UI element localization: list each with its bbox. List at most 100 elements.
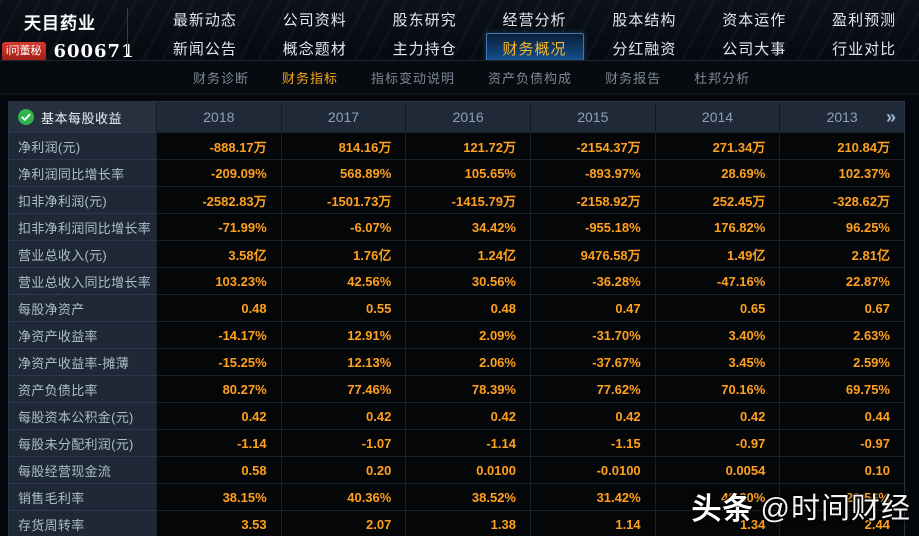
row-value-cell: -2582.83万 <box>156 186 281 213</box>
check-circle-icon <box>18 109 34 125</box>
main-nav-item[interactable]: 股东研究 <box>392 12 457 29</box>
main-nav: 最新动态 公司资料 股东研究 经营分析 股本结构 资本运作 盈利预测 新闻公告 <box>150 0 919 60</box>
row-value-cell: 2.06% <box>405 348 530 375</box>
row-value-cell: 40.36% <box>280 483 406 510</box>
sub-nav-item[interactable]: 财务指标 <box>282 70 339 86</box>
row-value-cell: 77.62% <box>529 375 655 402</box>
row-value-cell: -14.17% <box>156 321 281 348</box>
row-value-cell: 1.76亿 <box>280 240 406 267</box>
stock-code: 600671 <box>53 41 135 60</box>
main-nav-item[interactable]: 概念题材 <box>282 41 347 58</box>
section-title: 基本每股收益 <box>41 110 123 126</box>
table-row: 每股资本公积金(元) 0.42 0.42 0.42 0.42 0.42 <box>9 402 904 429</box>
company-subrow: i问董秘 600671 <box>0 41 150 60</box>
main-nav-item[interactable]: 新闻公告 <box>172 41 237 58</box>
year-column-header: 2015 <box>529 102 655 132</box>
row-value-cell: 1.38 <box>405 510 530 536</box>
row-value-cell: 0.42 <box>280 402 406 429</box>
sub-nav-item[interactable]: 财务诊断 <box>193 70 250 86</box>
table-row: 净利润同比增长率 -209.09% 568.89% 105.65% -893.9… <box>9 159 904 186</box>
row-value-cell: 1.24亿 <box>405 240 530 267</box>
financial-indicators-table: 基本每股收益 2018 2017 2016 2015 2014 2013 » <box>8 101 905 536</box>
main-nav-row-2: 新闻公告 概念题材 主力持仓 财务概况 分红融资 公司大事 行业对比 <box>150 33 919 60</box>
row-value-cell: 34.42% <box>405 213 530 240</box>
row-value-cell: 40.20% <box>654 483 780 510</box>
row-value-cell: -71.99% <box>156 213 281 240</box>
main-nav-item[interactable]: 公司大事 <box>722 41 787 58</box>
row-label: 每股未分配利润(元) <box>9 429 156 456</box>
row-value-cell: 12.91% <box>280 321 406 348</box>
row-value-cell: -209.09% <box>156 159 281 186</box>
row-value-cell: 121.72万 <box>405 132 530 159</box>
year-column-header: 2018 <box>156 102 281 132</box>
row-value-cell: 0.42 <box>405 402 530 429</box>
main-nav-item[interactable]: 行业对比 <box>832 41 897 58</box>
row-value-cell: 814.16万 <box>280 132 406 159</box>
company-block: 天目药业 i问董秘 600671 <box>0 0 150 60</box>
main-nav-item[interactable]: 最新动态 <box>172 12 237 29</box>
sub-nav-item[interactable]: 杜邦分析 <box>694 70 751 86</box>
main-nav-item[interactable]: 盈利预测 <box>832 12 897 29</box>
year-column-header: 2016 <box>405 102 530 132</box>
row-value-cell: 38.52% <box>405 483 530 510</box>
row-value-cell: 0.42 <box>156 402 281 429</box>
row-value-cell: -888.17万 <box>156 132 281 159</box>
table-row: 扣非净利润同比增长率 -71.99% -6.07% 34.42% -955.18… <box>9 213 904 240</box>
row-value-cell: 2.81亿 <box>779 240 904 267</box>
table-row: 存货周转率 3.53 2.07 1.38 1.14 1.34 <box>9 510 904 536</box>
row-value-cell: 38.15% <box>156 483 281 510</box>
row-value-cell: 0.10 <box>779 456 904 483</box>
main-nav-item[interactable]: 分红融资 <box>612 41 677 58</box>
row-value-cell: 0.48 <box>405 294 530 321</box>
row-value-cell: 77.46% <box>280 375 406 402</box>
row-value-cell: -893.97% <box>529 159 655 186</box>
row-value-cell: -47.16% <box>654 267 780 294</box>
table-row: 营业总收入同比增长率 103.23% 42.56% 30.56% -36.28%… <box>9 267 904 294</box>
row-value-cell: 78.39% <box>405 375 530 402</box>
main-nav-item[interactable]: 资本运作 <box>722 12 787 29</box>
row-label: 每股净资产 <box>9 294 156 321</box>
row-value-cell: 0.42 <box>654 402 780 429</box>
table-row: 扣非净利润(元) -2582.83万 -1501.73万 -1415.79万 -… <box>9 186 904 213</box>
row-value-cell: -0.97 <box>654 429 780 456</box>
section-title-cell: 基本每股收益 <box>9 102 156 132</box>
row-value-cell: 12.13% <box>280 348 406 375</box>
table-row: 净资产收益率 -14.17% 12.91% 2.09% -31.70% 3.40… <box>9 321 904 348</box>
sub-nav-item[interactable]: 指标变动说明 <box>371 70 456 86</box>
row-value-cell: 0.65 <box>654 294 780 321</box>
sub-nav-item[interactable]: 资产负债构成 <box>488 70 573 86</box>
table-row: 资产负债比率 80.27% 77.46% 78.39% 77.62% 70.16… <box>9 375 904 402</box>
row-label: 每股资本公积金(元) <box>9 402 156 429</box>
main-nav-item[interactable]: 经营分析 <box>502 12 567 29</box>
row-value-cell: -0.0100 <box>529 456 655 483</box>
row-value-cell: -0.97 <box>779 429 904 456</box>
main-nav-item[interactable]: 主力持仓 <box>392 41 457 58</box>
row-value-cell: 70.16% <box>654 375 780 402</box>
row-label: 销售毛利率 <box>9 483 156 510</box>
row-value-cell: -37.67% <box>529 348 655 375</box>
row-label: 净资产收益率-摊薄 <box>9 348 156 375</box>
row-value-cell: 0.20 <box>280 456 406 483</box>
sub-nav-item[interactable]: 财务报告 <box>605 70 662 86</box>
main-nav-item[interactable]: 股本结构 <box>612 12 677 29</box>
row-value-cell: 2.09% <box>405 321 530 348</box>
row-value-cell: 0.44 <box>779 402 904 429</box>
row-label: 扣非净利润(元) <box>9 186 156 213</box>
row-value-cell: 105.65% <box>405 159 530 186</box>
ask-secretary-badge[interactable]: i问董秘 <box>2 42 47 60</box>
year-column-header: 2013 <box>779 102 904 132</box>
table-header-row: 基本每股收益 2018 2017 2016 2015 2014 2013 » <box>9 102 904 132</box>
more-years-chevron-icon[interactable]: » <box>885 106 896 127</box>
row-value-cell: 0.55 <box>280 294 406 321</box>
main-nav-row-1: 最新动态 公司资料 股东研究 经营分析 股本结构 资本运作 盈利预测 <box>150 6 919 33</box>
row-value-cell: 22.87% <box>779 267 904 294</box>
row-value-cell: -328.62万 <box>779 186 904 213</box>
main-nav-item[interactable]: 财务概况 <box>485 33 584 60</box>
main-nav-item[interactable]: 公司资料 <box>282 12 347 29</box>
row-value-cell: 2.59% <box>779 348 904 375</box>
row-value-cell: 0.48 <box>156 294 281 321</box>
row-value-cell: 3.45% <box>654 348 780 375</box>
row-label: 每股经营现金流 <box>9 456 156 483</box>
row-value-cell: 2.44 <box>779 510 904 536</box>
company-name: 天目药业 <box>24 14 96 33</box>
